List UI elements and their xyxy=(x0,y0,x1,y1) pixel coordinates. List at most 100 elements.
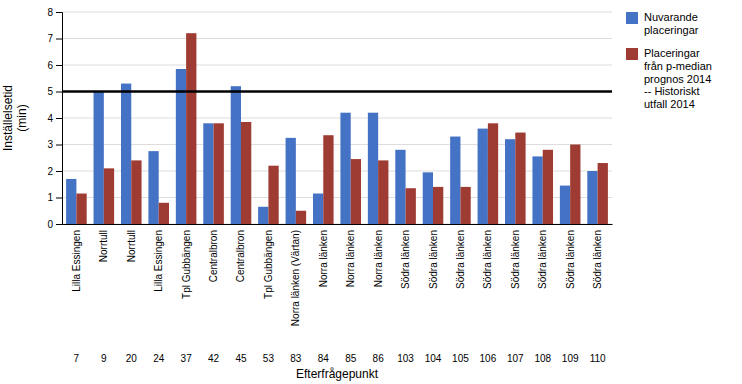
tick-mark xyxy=(56,198,62,199)
tick-label: Södra länken xyxy=(400,230,411,289)
legend-item: Nuvarandeplaceringar xyxy=(626,11,699,36)
grid-line xyxy=(62,65,612,66)
bar xyxy=(340,113,350,224)
tick-label: 42 xyxy=(208,353,220,364)
y-axis-title: Inställelsetid(min) xyxy=(1,85,29,151)
tick-label: 107 xyxy=(507,353,524,364)
legend-label: Nuvarandeplaceringar xyxy=(644,11,699,36)
y-axis: 0 1 2 3 4 5 6 7 8 xyxy=(47,7,62,230)
tick-label: 2 xyxy=(47,166,53,177)
legend-item: Placeringarfrån p-medianprognos 2014-- H… xyxy=(626,47,712,110)
tick-label: 1 xyxy=(47,192,53,203)
bar xyxy=(94,92,104,225)
bar-series xyxy=(76,33,607,224)
tick-label: 106 xyxy=(480,353,497,364)
grid-line xyxy=(62,91,612,92)
tick-label: 37 xyxy=(181,353,193,364)
tick-label: Norra länken (Värtan) xyxy=(290,230,301,326)
bar xyxy=(203,123,213,224)
tick-label: Centralbron xyxy=(208,230,219,282)
y-tick: 7 xyxy=(47,33,62,44)
bar xyxy=(104,168,114,224)
bar xyxy=(214,123,224,224)
tick-mark xyxy=(56,65,62,66)
tick-label: 0 xyxy=(47,219,53,230)
x-id-tick: 37 xyxy=(181,353,193,364)
x-tick: Södra länken xyxy=(400,230,411,289)
bar xyxy=(488,123,498,224)
tick-label: 6 xyxy=(47,60,53,71)
bar xyxy=(598,163,608,224)
x-id-tick: 24 xyxy=(153,353,165,364)
x-tick: Lilla Essingen xyxy=(153,230,164,292)
grid-line xyxy=(62,197,612,198)
y-tick: 8 xyxy=(47,7,62,18)
x-axis: Lilla EssingenNorrtullNorrtullLilla Essi… xyxy=(63,225,613,327)
x-id-tick: 107 xyxy=(507,353,524,364)
tick-label: Södra länken xyxy=(592,230,603,289)
tick-label: Tpl Gubbängen xyxy=(263,230,274,299)
x-id-tick: 105 xyxy=(452,353,469,364)
bar xyxy=(159,203,169,224)
x-id-tick: 106 xyxy=(480,353,497,364)
bar xyxy=(543,150,553,224)
tick-label: Centralbron xyxy=(235,230,246,282)
y-tick: 6 xyxy=(47,60,62,71)
bar xyxy=(532,156,542,224)
legend-label: Placeringarfrån p-medianprognos 2014-- H… xyxy=(644,47,712,110)
x-id-tick: 83 xyxy=(290,353,302,364)
x-tick: Norrtull xyxy=(98,230,109,262)
x-tick: Lilla Essingen xyxy=(71,230,82,292)
bar xyxy=(131,160,141,224)
x-tick: Tpl Gubbängen xyxy=(181,230,192,299)
bar xyxy=(313,194,323,224)
bar xyxy=(351,159,361,224)
bar xyxy=(258,207,268,224)
tick-label: 4 xyxy=(47,113,53,124)
tick-label: 104 xyxy=(425,353,442,364)
tick-label: 109 xyxy=(562,353,579,364)
bar xyxy=(241,122,251,224)
x-id-tick: 103 xyxy=(397,353,414,364)
bar xyxy=(423,172,433,224)
bar xyxy=(560,186,570,224)
x-tick: Södra länken xyxy=(592,230,603,289)
y-tick: 5 xyxy=(47,86,62,97)
bar xyxy=(450,137,460,224)
chart-container: 012345678Lilla EssingenNorrtullNorrtullL… xyxy=(0,0,742,384)
x-id-tick: 42 xyxy=(208,353,220,364)
tick-label: Södra länken xyxy=(455,230,466,289)
tick-label: 9 xyxy=(101,353,107,364)
x-tick: Tpl Gubbängen xyxy=(263,230,274,299)
x-tick: Södra länken xyxy=(510,230,521,289)
legend-swatch xyxy=(626,48,638,60)
x-tick: Norra länken (Värtan) xyxy=(290,230,301,326)
x-id-tick: 108 xyxy=(534,353,551,364)
tick-label: 108 xyxy=(534,353,551,364)
tick-mark xyxy=(56,12,62,13)
tick-mark xyxy=(56,171,62,172)
y-tick: 1 xyxy=(47,192,62,203)
grid-line xyxy=(62,12,612,13)
x-id-axis: 7920243742455383848586103104105106107108… xyxy=(74,353,606,364)
x-id-tick: 85 xyxy=(345,353,357,364)
bar xyxy=(478,129,488,224)
tick-label: 103 xyxy=(397,353,414,364)
x-id-tick: 110 xyxy=(590,353,606,364)
x-tick: Centralbron xyxy=(235,230,246,282)
legend-swatch xyxy=(626,12,638,24)
tick-label: 110 xyxy=(590,353,606,364)
axis-line xyxy=(63,224,613,225)
tick-label: Södra länken xyxy=(537,230,548,289)
grid-line xyxy=(62,224,612,225)
x-id-tick: 53 xyxy=(263,353,275,364)
bar xyxy=(587,171,597,224)
bar xyxy=(515,133,525,224)
tick-label: 3 xyxy=(47,139,53,150)
x-id-tick: 9 xyxy=(101,353,107,364)
tick-mark xyxy=(56,145,62,146)
bar xyxy=(406,188,416,224)
x-tick: Södra länken xyxy=(482,230,493,289)
x-id-tick: 45 xyxy=(235,353,247,364)
tick-label: 5 xyxy=(47,86,53,97)
